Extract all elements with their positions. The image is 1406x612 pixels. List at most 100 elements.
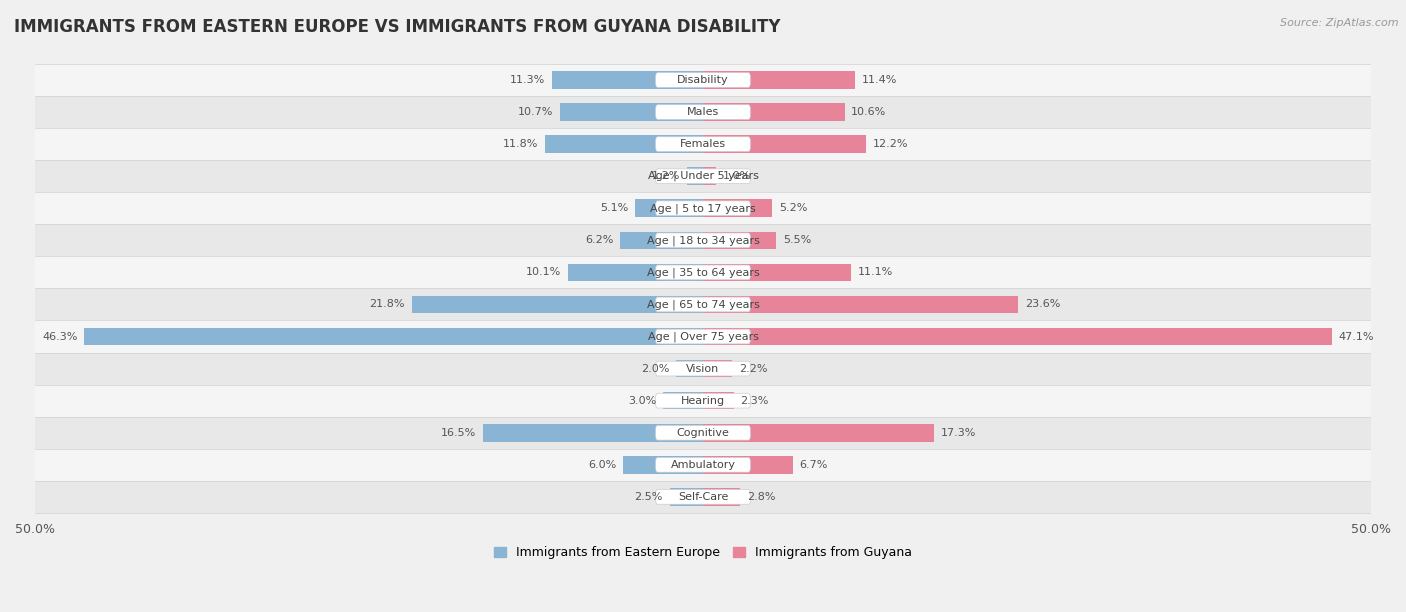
Bar	[703, 200, 772, 217]
Bar	[560, 103, 703, 121]
Bar	[703, 167, 717, 185]
FancyBboxPatch shape	[655, 136, 751, 152]
Text: Source: ZipAtlas.com: Source: ZipAtlas.com	[1281, 18, 1399, 28]
Bar	[703, 71, 855, 89]
FancyBboxPatch shape	[655, 265, 751, 280]
Bar	[703, 456, 793, 474]
Text: Cognitive: Cognitive	[676, 428, 730, 438]
Bar	[703, 135, 866, 153]
FancyBboxPatch shape	[655, 329, 751, 344]
Text: Disability: Disability	[678, 75, 728, 85]
Text: Age | 35 to 64 years: Age | 35 to 64 years	[647, 267, 759, 278]
FancyBboxPatch shape	[655, 169, 751, 184]
FancyBboxPatch shape	[655, 425, 751, 440]
Bar	[703, 424, 934, 441]
Text: 10.7%: 10.7%	[517, 107, 554, 117]
Text: 3.0%: 3.0%	[628, 396, 657, 406]
Bar	[412, 296, 703, 313]
Text: 2.0%: 2.0%	[641, 364, 669, 373]
Text: 6.7%: 6.7%	[799, 460, 828, 470]
Text: 10.6%: 10.6%	[851, 107, 887, 117]
Bar	[662, 392, 703, 409]
FancyBboxPatch shape	[35, 64, 1371, 96]
Text: Age | 5 to 17 years: Age | 5 to 17 years	[650, 203, 756, 214]
Text: 2.3%: 2.3%	[741, 396, 769, 406]
Text: 10.1%: 10.1%	[526, 267, 561, 277]
Text: 2.8%: 2.8%	[747, 492, 776, 502]
Text: 6.2%: 6.2%	[585, 236, 613, 245]
Text: Females: Females	[681, 139, 725, 149]
FancyBboxPatch shape	[35, 384, 1371, 417]
Text: Age | 65 to 74 years: Age | 65 to 74 years	[647, 299, 759, 310]
Bar	[703, 327, 1333, 345]
Text: 47.1%: 47.1%	[1339, 332, 1375, 341]
FancyBboxPatch shape	[655, 73, 751, 88]
FancyBboxPatch shape	[655, 201, 751, 215]
Text: 11.3%: 11.3%	[510, 75, 546, 85]
Text: Age | Under 5 years: Age | Under 5 years	[648, 171, 758, 181]
Bar	[669, 488, 703, 506]
Text: 2.5%: 2.5%	[634, 492, 662, 502]
FancyBboxPatch shape	[35, 353, 1371, 384]
Text: 6.0%: 6.0%	[588, 460, 616, 470]
FancyBboxPatch shape	[35, 449, 1371, 481]
Bar	[568, 264, 703, 281]
FancyBboxPatch shape	[35, 224, 1371, 256]
Bar	[84, 327, 703, 345]
Bar	[703, 103, 845, 121]
Text: 11.4%: 11.4%	[862, 75, 897, 85]
Text: 12.2%: 12.2%	[873, 139, 908, 149]
Text: 1.0%: 1.0%	[723, 171, 751, 181]
Bar	[636, 200, 703, 217]
Text: 5.2%: 5.2%	[779, 203, 807, 213]
Text: Self-Care: Self-Care	[678, 492, 728, 502]
FancyBboxPatch shape	[35, 128, 1371, 160]
Bar	[546, 135, 703, 153]
Bar	[703, 392, 734, 409]
Bar	[703, 488, 741, 506]
Text: Age | Over 75 years: Age | Over 75 years	[648, 331, 758, 341]
Text: 23.6%: 23.6%	[1025, 299, 1060, 310]
Text: Males: Males	[688, 107, 718, 117]
Text: IMMIGRANTS FROM EASTERN EUROPE VS IMMIGRANTS FROM GUYANA DISABILITY: IMMIGRANTS FROM EASTERN EUROPE VS IMMIGR…	[14, 18, 780, 36]
Text: 5.5%: 5.5%	[783, 236, 811, 245]
FancyBboxPatch shape	[655, 490, 751, 504]
FancyBboxPatch shape	[655, 233, 751, 248]
Bar	[688, 167, 703, 185]
Bar	[482, 424, 703, 441]
Text: 11.1%: 11.1%	[858, 267, 893, 277]
Bar	[676, 360, 703, 378]
Text: 17.3%: 17.3%	[941, 428, 976, 438]
Text: 46.3%: 46.3%	[42, 332, 77, 341]
FancyBboxPatch shape	[35, 321, 1371, 353]
Bar	[703, 231, 776, 249]
Text: 11.8%: 11.8%	[503, 139, 538, 149]
FancyBboxPatch shape	[655, 457, 751, 472]
Text: 2.2%: 2.2%	[740, 364, 768, 373]
Bar	[553, 71, 703, 89]
FancyBboxPatch shape	[35, 481, 1371, 513]
Bar	[620, 231, 703, 249]
FancyBboxPatch shape	[35, 288, 1371, 321]
Text: 16.5%: 16.5%	[440, 428, 475, 438]
FancyBboxPatch shape	[35, 96, 1371, 128]
Text: Hearing: Hearing	[681, 396, 725, 406]
FancyBboxPatch shape	[35, 160, 1371, 192]
Text: Vision: Vision	[686, 364, 720, 373]
FancyBboxPatch shape	[655, 105, 751, 119]
Bar	[623, 456, 703, 474]
Legend: Immigrants from Eastern Europe, Immigrants from Guyana: Immigrants from Eastern Europe, Immigran…	[489, 541, 917, 564]
FancyBboxPatch shape	[655, 394, 751, 408]
FancyBboxPatch shape	[35, 256, 1371, 288]
Bar	[703, 264, 851, 281]
FancyBboxPatch shape	[35, 417, 1371, 449]
Text: 5.1%: 5.1%	[600, 203, 628, 213]
FancyBboxPatch shape	[655, 297, 751, 312]
Text: 1.2%: 1.2%	[652, 171, 681, 181]
Bar	[703, 296, 1018, 313]
FancyBboxPatch shape	[35, 192, 1371, 224]
Bar	[703, 360, 733, 378]
Text: Age | 18 to 34 years: Age | 18 to 34 years	[647, 235, 759, 245]
Text: Ambulatory: Ambulatory	[671, 460, 735, 470]
FancyBboxPatch shape	[655, 361, 751, 376]
